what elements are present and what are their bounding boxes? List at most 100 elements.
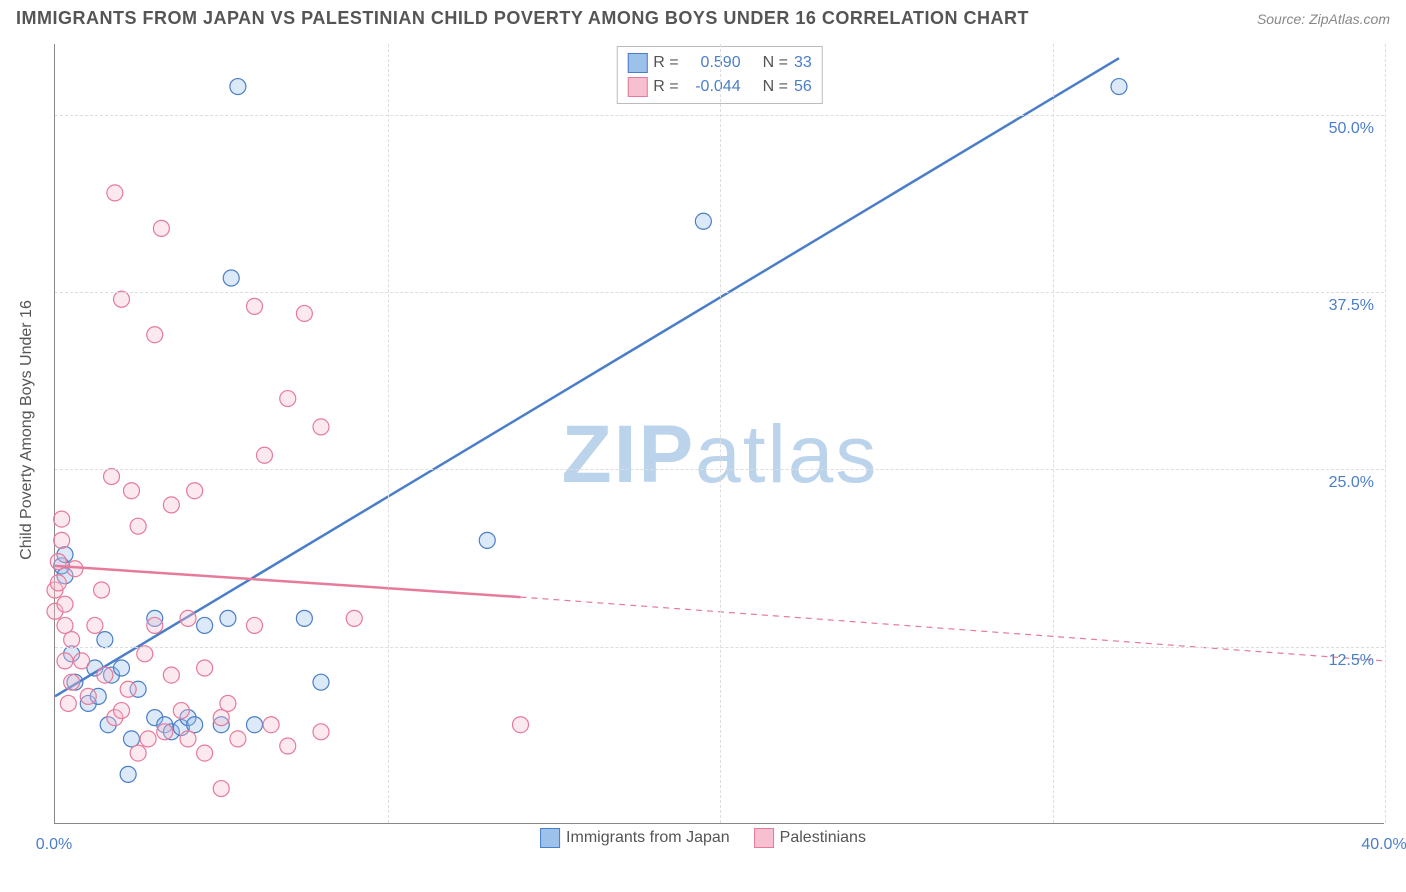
data-point-japan <box>230 79 246 95</box>
data-point-japan <box>1111 79 1127 95</box>
data-point-palestinians <box>120 681 136 697</box>
data-point-palestinians <box>54 532 70 548</box>
data-point-palestinians <box>123 483 139 499</box>
data-point-palestinians <box>163 667 179 683</box>
data-point-palestinians <box>104 469 120 485</box>
legend-item-japan: Immigrants from Japan <box>540 828 730 848</box>
data-point-palestinians <box>114 703 130 719</box>
title-bar: IMMIGRANTS FROM JAPAN VS PALESTINIAN CHI… <box>0 0 1406 35</box>
legend-R-label-2: R = <box>653 78 678 96</box>
data-point-japan <box>296 610 312 626</box>
data-point-palestinians <box>247 298 263 314</box>
data-point-japan <box>97 632 113 648</box>
data-point-palestinians <box>313 419 329 435</box>
x-tick-label: 40.0% <box>1361 836 1406 854</box>
data-point-palestinians <box>57 617 73 633</box>
data-point-palestinians <box>64 674 80 690</box>
data-point-palestinians <box>57 596 73 612</box>
data-point-palestinians <box>187 483 203 499</box>
y-tick-label: 25.0% <box>1329 474 1374 492</box>
data-point-palestinians <box>64 632 80 648</box>
data-point-palestinians <box>94 582 110 598</box>
legend-N-label: N = <box>763 54 788 72</box>
data-point-japan <box>479 532 495 548</box>
data-point-palestinians <box>213 781 229 797</box>
swatch-japan <box>627 53 647 73</box>
trend-line-japan <box>55 58 1119 696</box>
y-tick-label: 37.5% <box>1329 297 1374 315</box>
legend-R-palestinians: -0.044 <box>685 78 741 96</box>
legend-item-palestinians: Palestinians <box>754 828 866 848</box>
data-point-palestinians <box>87 617 103 633</box>
data-point-palestinians <box>313 724 329 740</box>
data-point-palestinians <box>140 731 156 747</box>
data-point-palestinians <box>50 575 66 591</box>
data-point-palestinians <box>137 646 153 662</box>
y-tick-label: 50.0% <box>1329 120 1374 138</box>
grid-line-v <box>1385 44 1386 823</box>
data-point-japan <box>247 717 263 733</box>
data-point-palestinians <box>296 305 312 321</box>
x-tick-label: 0.0% <box>36 836 72 854</box>
data-point-japan <box>114 660 130 676</box>
data-point-palestinians <box>180 610 196 626</box>
data-point-palestinians <box>280 391 296 407</box>
swatch-japan-bottom <box>540 828 560 848</box>
source-text: Source: ZipAtlas.com <box>1257 11 1390 27</box>
y-axis-title: Child Poverty Among Boys Under 16 <box>18 300 36 560</box>
data-point-palestinians <box>280 738 296 754</box>
legend-R-label: R = <box>653 54 678 72</box>
trend-line-palestinians <box>55 566 521 597</box>
data-point-palestinians <box>263 717 279 733</box>
data-point-palestinians <box>57 653 73 669</box>
legend-N-japan: 33 <box>794 54 812 72</box>
data-point-palestinians <box>80 688 96 704</box>
swatch-palestinians-bottom <box>754 828 774 848</box>
data-point-palestinians <box>107 185 123 201</box>
data-point-palestinians <box>157 724 173 740</box>
data-point-japan <box>695 213 711 229</box>
legend-N-label-2: N = <box>763 78 788 96</box>
data-point-japan <box>223 270 239 286</box>
data-point-palestinians <box>147 327 163 343</box>
grid-line-v <box>1053 44 1054 823</box>
data-point-palestinians <box>346 610 362 626</box>
data-point-palestinians <box>173 703 189 719</box>
data-point-palestinians <box>147 617 163 633</box>
legend-label-japan: Immigrants from Japan <box>566 829 730 847</box>
data-point-palestinians <box>197 660 213 676</box>
data-point-palestinians <box>180 731 196 747</box>
y-tick-label: 12.5% <box>1329 652 1374 670</box>
data-point-palestinians <box>247 617 263 633</box>
data-point-palestinians <box>213 710 229 726</box>
data-point-japan <box>197 617 213 633</box>
data-point-palestinians <box>54 511 70 527</box>
data-point-palestinians <box>153 220 169 236</box>
data-point-palestinians <box>513 717 529 733</box>
data-point-palestinians <box>130 518 146 534</box>
data-point-japan <box>187 717 203 733</box>
swatch-palestinians <box>627 77 647 97</box>
data-point-palestinians <box>114 291 130 307</box>
data-point-palestinians <box>163 497 179 513</box>
data-point-japan <box>120 766 136 782</box>
data-point-palestinians <box>60 695 76 711</box>
data-point-palestinians <box>220 695 236 711</box>
data-point-palestinians <box>130 745 146 761</box>
data-point-japan <box>220 610 236 626</box>
data-point-palestinians <box>230 731 246 747</box>
data-point-japan <box>123 731 139 747</box>
legend-R-japan: 0.590 <box>685 54 741 72</box>
grid-line-v <box>388 44 389 823</box>
legend-label-palestinians: Palestinians <box>780 829 866 847</box>
data-point-palestinians <box>74 653 90 669</box>
legend-N-palestinians: 56 <box>794 78 812 96</box>
data-point-palestinians <box>97 667 113 683</box>
grid-line-v <box>720 44 721 823</box>
chart-plot-area: ZIPatlas R = 0.590 N = 33 R = -0.044 N =… <box>54 44 1384 824</box>
data-point-palestinians <box>256 447 272 463</box>
data-point-palestinians <box>197 745 213 761</box>
legend-bottom: Immigrants from Japan Palestinians <box>540 828 866 848</box>
chart-title: IMMIGRANTS FROM JAPAN VS PALESTINIAN CHI… <box>16 8 1029 29</box>
trend-line-dashed-palestinians <box>521 597 1386 661</box>
